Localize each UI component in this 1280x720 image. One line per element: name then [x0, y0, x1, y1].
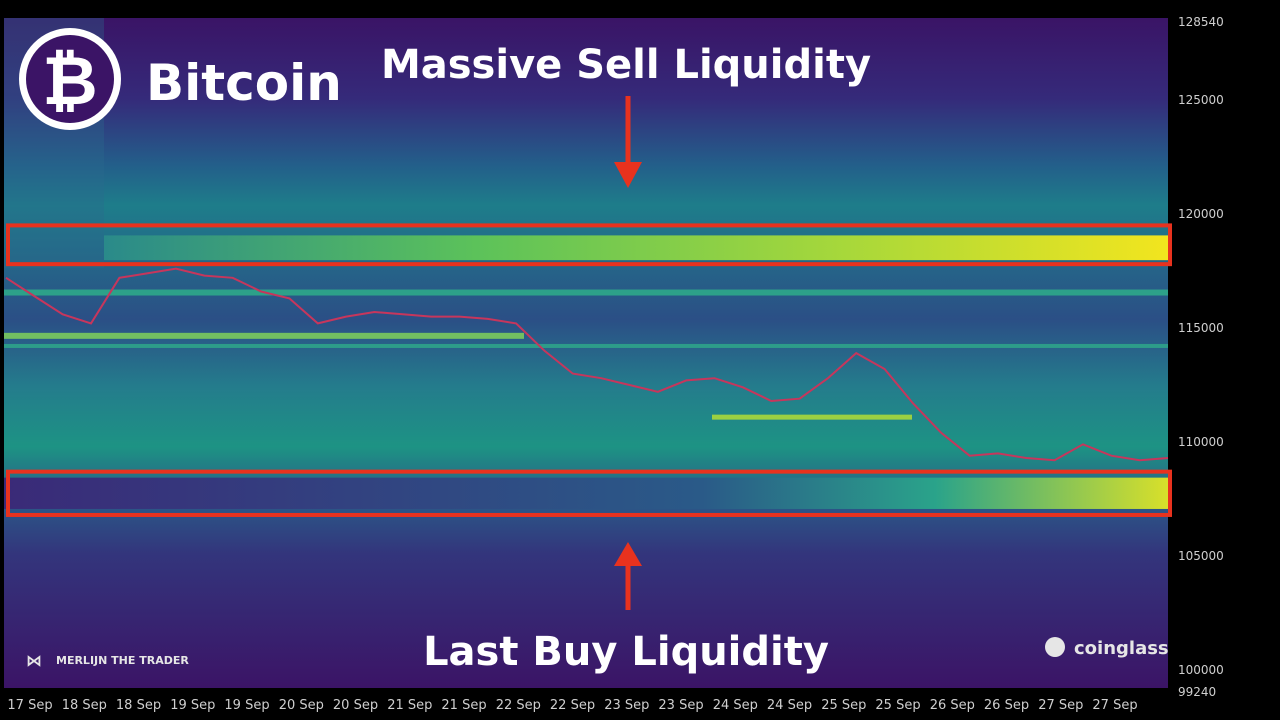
buy-liquidity-label: Last Buy Liquidity [423, 629, 829, 675]
x-tick-label: 19 Sep [224, 698, 269, 713]
coinglass-watermark-text: coinglass [1074, 638, 1169, 659]
coinglass-watermark: coinglass [1045, 637, 1169, 659]
x-tick-label: 17 Sep [7, 698, 52, 713]
liquidity-band [4, 343, 1168, 348]
merlijn-watermark-text: MERLIJN THE TRADER [56, 654, 189, 667]
x-tick-label: 26 Sep [930, 698, 975, 713]
up-arrow-icon [614, 542, 642, 610]
y-tick-label: 120000 [1178, 207, 1224, 221]
sell-liquidity-band [104, 235, 1168, 261]
coinglass-logo-icon [1045, 637, 1065, 657]
x-tick-label: 23 Sep [658, 698, 703, 713]
buy-liquidity-band [4, 477, 1168, 509]
x-tick-label: 22 Sep [550, 698, 595, 713]
x-tick-label: 19 Sep [170, 698, 215, 713]
sell-liquidity-label: Massive Sell Liquidity [381, 42, 871, 88]
x-tick-label: 23 Sep [604, 698, 649, 713]
liquidity-band [4, 332, 524, 339]
buy-liquidity-highlight-box [6, 469, 1172, 517]
y-tick-label: 100000 [1178, 663, 1224, 677]
liquidity-band [712, 414, 912, 420]
x-tick-label: 24 Sep [767, 698, 812, 713]
brand-title: Bitcoin [146, 54, 342, 112]
highlight-boxes [6, 223, 1172, 517]
x-tick-label: 27 Sep [1038, 698, 1083, 713]
heatmap-background [4, 18, 1168, 688]
y-tick-label: 99240 [1178, 685, 1216, 699]
liquidity-band [4, 289, 1168, 296]
x-tick-label: 27 Sep [1092, 698, 1137, 713]
y-tick-label: 105000 [1178, 549, 1224, 563]
sell-liquidity-highlight-box [6, 223, 1172, 267]
price-line [5, 267, 1169, 462]
heatmap-area [4, 18, 1169, 688]
y-tick-label: 128540 [1178, 15, 1224, 29]
x-tick-label: 20 Sep [333, 698, 378, 713]
x-tick-label: 26 Sep [984, 698, 1029, 713]
x-axis: 17 Sep 18 Sep 18 Sep 19 Sep 19 Sep 20 Sep 20 S… [7, 698, 1137, 713]
x-tick-label: 18 Sep [62, 698, 107, 713]
x-tick-label: 25 Sep [821, 698, 866, 713]
merlijn-logo-icon: ⋈ [26, 651, 42, 670]
y-tick-label: 125000 [1178, 93, 1224, 107]
arrows [614, 96, 642, 610]
x-tick-label: 18 Sep [116, 698, 161, 713]
x-tick-label: 21 Sep [441, 698, 486, 713]
down-arrow-icon [614, 96, 642, 188]
y-axis: 128540 125000 120000 115000 110000 105000 1000… [1178, 15, 1224, 699]
bitcoin-logo: ₿ [19, 28, 121, 130]
y-tick-label: 115000 [1178, 321, 1224, 335]
bitcoin-symbol-icon: ₿ [42, 42, 97, 121]
merlijn-watermark: ⋈ MERLIJN THE TRADER [26, 651, 189, 670]
x-tick-label: 25 Sep [875, 698, 920, 713]
y-tick-label: 110000 [1178, 435, 1224, 449]
x-tick-label: 20 Sep [279, 698, 324, 713]
x-tick-label: 21 Sep [387, 698, 432, 713]
x-tick-label: 24 Sep [713, 698, 758, 713]
x-tick-label: 22 Sep [496, 698, 541, 713]
